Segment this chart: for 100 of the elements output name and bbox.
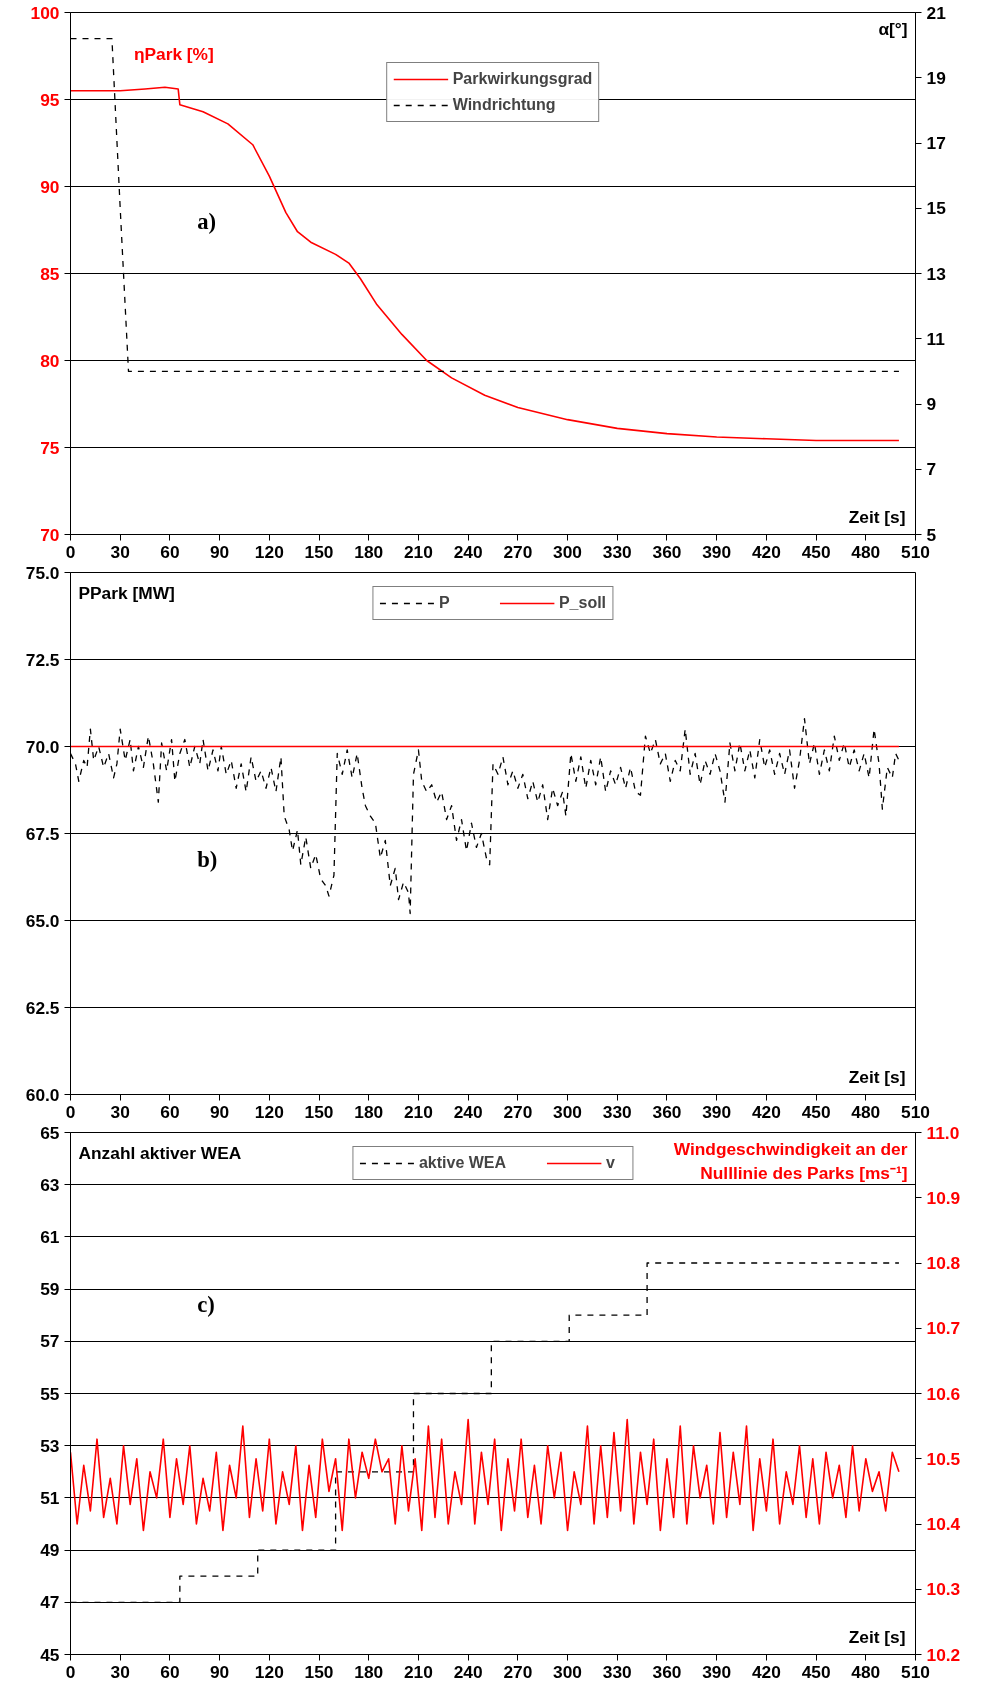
legend-label: aktive WEA	[418, 1154, 507, 1172]
x-tick-label: 240	[453, 541, 483, 562]
y-tick-label: 95	[40, 89, 60, 110]
y2-tick-label: 17	[926, 133, 946, 153]
annotation: c)	[197, 1292, 215, 1318]
x-tick-label: 210	[403, 1101, 433, 1122]
y-tick-label: 80	[40, 350, 60, 371]
x-tick-label: 510	[901, 1101, 930, 1122]
y-tick-label: 49	[40, 1540, 60, 1561]
y-tick-label: 70.0	[25, 736, 60, 757]
y-tick-label: 85	[40, 263, 60, 284]
x-tick-label: 90	[209, 1661, 230, 1682]
y-tick-label: 90	[40, 176, 60, 197]
y-tick-label: 67.5	[25, 823, 60, 844]
x-tick-label: 120	[254, 541, 284, 562]
legend-label: Parkwirkungsgrad	[452, 70, 593, 88]
x-tick-label: 420	[751, 541, 781, 562]
x-tick-label: 240	[453, 1101, 483, 1122]
line-series	[70, 1418, 900, 1532]
x-tick-label: 360	[652, 541, 682, 562]
x-tick-label: 450	[801, 1661, 831, 1682]
x-tick-label: 180	[354, 1661, 384, 1682]
x-tick-label: 180	[354, 1101, 384, 1122]
x-tick-label: 480	[851, 1101, 881, 1122]
annotation: a)	[197, 208, 217, 234]
y-tick-label: 63	[40, 1174, 60, 1195]
annotation: b)	[197, 847, 218, 873]
y2-tick-label: 11.0	[926, 1122, 960, 1143]
x-tick-label: 60	[160, 541, 180, 562]
x-tick-label: 300	[553, 541, 583, 562]
y-tick-label: 75	[40, 437, 60, 458]
x-tick-label: 210	[403, 541, 433, 562]
y2-tick-label: 11	[926, 328, 946, 349]
x-axis-title: Zeit [s]	[848, 1066, 906, 1087]
x-tick-label: 0	[65, 541, 76, 562]
y-tick-label: 70	[40, 524, 60, 545]
y2-tick-label: 19	[926, 67, 946, 88]
x-axis-title: Zeit [s]	[848, 1626, 906, 1647]
legend-label: Windrichtung	[452, 96, 556, 114]
x-tick-label: 330	[602, 1101, 632, 1122]
y2-tick-label: 10.9	[926, 1187, 961, 1208]
x-tick-label: 420	[751, 1661, 781, 1682]
x-tick-label: 270	[503, 541, 533, 562]
y-tick-label: 59	[40, 1279, 60, 1300]
legend-label: v	[606, 1154, 616, 1172]
x-tick-label: 450	[801, 541, 831, 562]
y2-tick-label: 10.3	[926, 1579, 961, 1600]
y-tick-label: 72.5	[25, 649, 60, 670]
y-tick-label: 62.5	[25, 997, 60, 1018]
y-tick-label: 55	[40, 1383, 60, 1404]
x-tick-label: 150	[304, 541, 334, 562]
y2-tick-label: 10.5	[926, 1448, 961, 1469]
x-tick-label: 300	[553, 1661, 583, 1682]
y-tick-label: 53	[40, 1435, 60, 1456]
y2-tick-label: 10.4	[926, 1514, 961, 1534]
x-tick-label: 360	[652, 1101, 682, 1122]
y-tick-label: 75.0	[25, 562, 60, 583]
x-tick-label: 90	[209, 541, 230, 562]
y-tick-label: 47	[40, 1592, 60, 1613]
x-tick-label: 30	[110, 541, 130, 562]
y-tick-label: 60.0	[25, 1084, 60, 1105]
y2-tick-label: 21	[926, 2, 947, 23]
y2-tick-label: 10.7	[926, 1318, 961, 1339]
x-tick-label: 330	[602, 1661, 632, 1682]
y2-tick-label: 13	[926, 263, 947, 284]
x-tick-label: 330	[602, 541, 632, 562]
x-axis-title: Zeit [s]	[848, 506, 906, 527]
x-tick-label: 390	[702, 541, 732, 562]
y-axis-title: PPark [MW]	[78, 582, 175, 603]
y2-axis-title: α[°]	[878, 18, 908, 39]
x-tick-label: 210	[403, 1661, 433, 1682]
x-tick-label: 180	[354, 541, 384, 562]
x-tick-label: 150	[304, 1101, 334, 1122]
x-tick-label: 120	[254, 1661, 284, 1682]
y2-axis-title: Windgeschwindigkeit an der Nulllinie des Parks [ms⁻¹]	[673, 1138, 908, 1183]
y-tick-label: 61	[40, 1226, 60, 1247]
y-axis-title: Anzahl aktiver WEA	[78, 1142, 242, 1163]
y-tick-label: 57	[40, 1331, 60, 1352]
x-tick-label: 120	[254, 1101, 284, 1122]
y-tick-label: 65	[40, 1122, 60, 1143]
y-tick-label: 65.0	[25, 910, 60, 931]
x-tick-label: 60	[160, 1101, 180, 1122]
x-tick-label: 360	[652, 1661, 682, 1682]
x-tick-label: 90	[209, 1101, 230, 1122]
x-tick-label: 450	[801, 1101, 831, 1122]
x-tick-label: 0	[65, 1101, 76, 1122]
y-axis-title: ηPark [%]	[133, 44, 214, 65]
x-tick-label: 300	[553, 1101, 583, 1122]
y-tick-label: 100	[30, 2, 60, 23]
x-tick-label: 480	[851, 1661, 881, 1682]
y2-tick-label: 9	[926, 394, 937, 414]
x-tick-label: 240	[453, 1661, 483, 1682]
x-tick-label: 30	[110, 1101, 130, 1122]
x-tick-label: 420	[751, 1101, 781, 1122]
x-tick-label: 0	[65, 1661, 76, 1682]
x-tick-label: 270	[503, 1101, 533, 1122]
x-tick-label: 150	[304, 1661, 334, 1682]
legend-label: P_soll	[558, 594, 607, 612]
y2-tick-label: 15	[926, 198, 947, 219]
x-tick-label: 480	[851, 541, 881, 562]
